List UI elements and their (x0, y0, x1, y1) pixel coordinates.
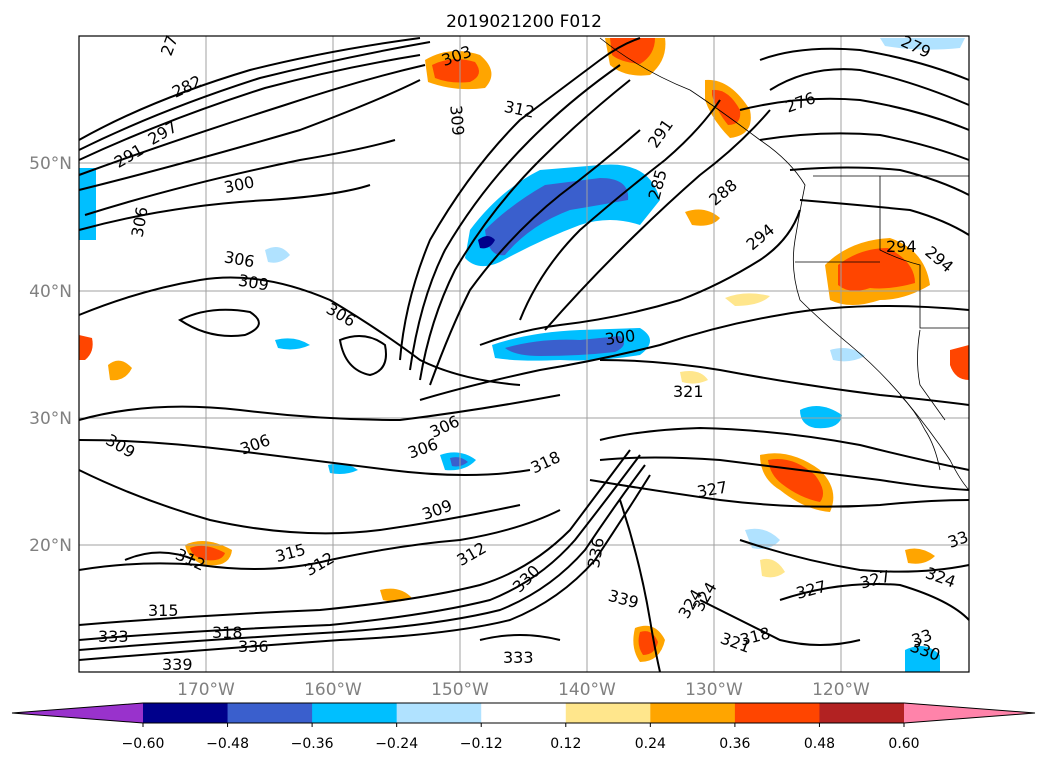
contour-label: 318 (212, 623, 243, 642)
contour-label: 333 (98, 627, 129, 646)
lat-label: 50°N (29, 154, 72, 174)
colorbar-segment (650, 703, 736, 723)
colorbar-tick-label: 0.60 (888, 736, 919, 752)
lon-label: 130°W (685, 680, 743, 700)
lon-label: 150°W (431, 680, 489, 700)
colorbar-outline (11, 702, 1036, 724)
colorbar-tick-label: −0.12 (460, 736, 503, 752)
colorbar-segment (734, 703, 820, 723)
lat-label: 30°N (29, 409, 72, 429)
map-panel: 27 282 303 309 312 291 276 279 297 291 3… (78, 32, 971, 674)
colorbar-tick-label: −0.48 (206, 736, 249, 752)
colorbar-tick-label: 0.12 (550, 736, 581, 752)
longitude-labels: 170°W 160°W 150°W 140°W 130°W 120°W (177, 680, 870, 700)
lon-label: 160°W (304, 680, 362, 700)
colorbar-tick-label: −0.24 (375, 736, 418, 752)
lon-label: 140°W (558, 680, 616, 700)
contour-label: 294 (886, 237, 917, 256)
coastline (599, 37, 970, 491)
colorbar-segment (481, 703, 567, 723)
colorbar-segment (143, 703, 229, 723)
contour-label: 300 (604, 326, 637, 349)
positive-anomalies (79, 38, 969, 662)
lat-label: 20°N (29, 536, 72, 556)
colorbar-ticks: −0.60 −0.48 −0.36 −0.24 −0.12 0.12 0.24 0.36 0.4… (122, 723, 920, 752)
colorbar-segment (312, 703, 398, 723)
colorbar-tick-label: 0.24 (635, 736, 666, 752)
colorbar-tick-label: −0.60 (122, 736, 165, 752)
colorbar-segments (12, 703, 1035, 723)
shaded-anomalies (79, 38, 969, 672)
negative-anomalies (79, 38, 965, 672)
contour-label: 333 (503, 648, 534, 667)
contour-label: 321 (673, 382, 704, 401)
colorbar-extend-low (12, 703, 143, 723)
colorbar-tick-label: −0.36 (291, 736, 334, 752)
map-title: 2019021200 F012 (446, 12, 602, 32)
colorbar-segment (227, 703, 313, 723)
colorbar-tick-label: 0.48 (804, 736, 835, 752)
colorbar-segment (819, 703, 905, 723)
contour-label: 339 (162, 655, 193, 674)
lat-label: 40°N (29, 282, 72, 302)
colorbar-segment (565, 703, 651, 723)
contour-label: 309 (446, 104, 468, 136)
latitude-labels: 50°N 40°N 30°N 20°N (29, 154, 72, 556)
lon-label: 120°W (812, 680, 870, 700)
colorbar-segment (396, 703, 482, 723)
colorbar: −0.60 −0.48 −0.36 −0.24 −0.12 0.12 0.24 0.36 0.4… (11, 702, 1036, 752)
contour-label: 336 (238, 637, 269, 656)
contours (78, 37, 970, 673)
map-frame (78, 35, 970, 673)
colorbar-tick-label: 0.36 (719, 736, 750, 752)
colorbar-extend-high (904, 703, 1035, 723)
contour-label: 315 (148, 601, 179, 620)
lon-label: 170°W (177, 680, 235, 700)
